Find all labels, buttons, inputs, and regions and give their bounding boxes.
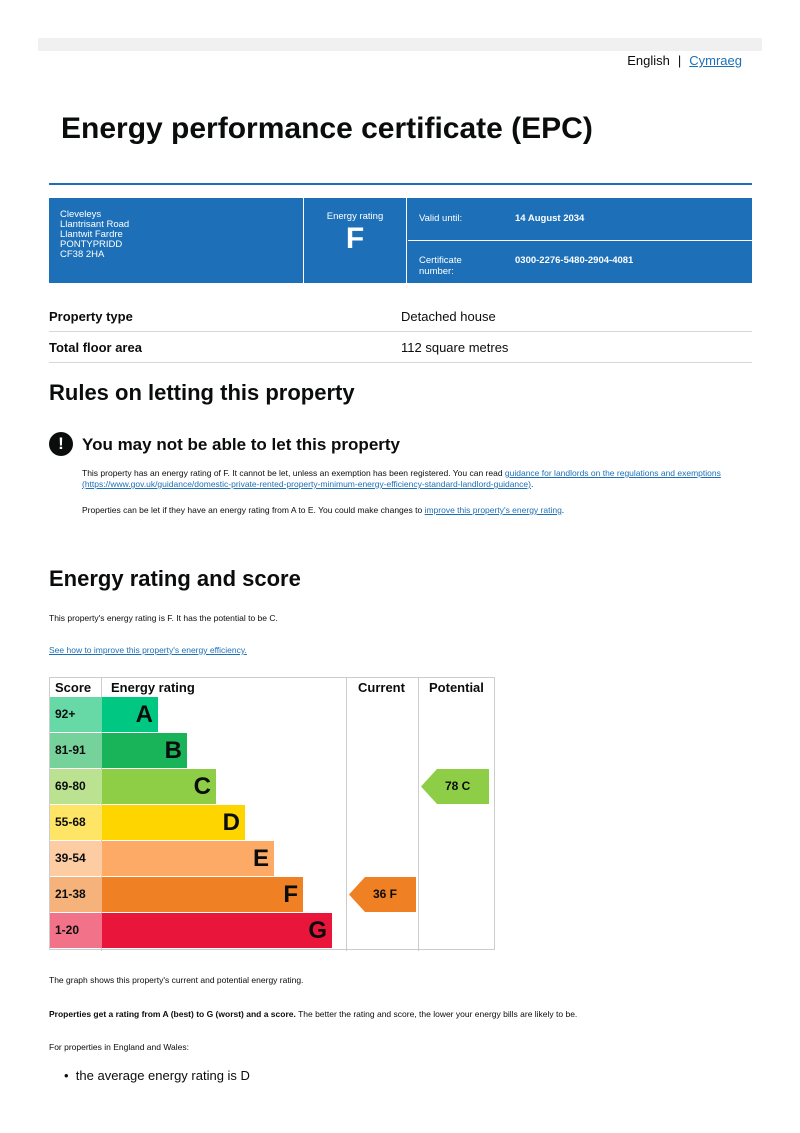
energy-rating-value: F: [345, 222, 365, 255]
text: This property has an energy rating of F.…: [82, 468, 505, 478]
certificate-number-value: 0300-2276-5480-2904-4081: [515, 255, 634, 266]
letting-heading: Rules on letting this property: [49, 380, 355, 405]
address-line: PONTYPRIDD: [60, 239, 123, 250]
address: Cleveleys Llantrisant Road Llantwit Fard…: [60, 210, 129, 260]
energy-rating-cell: Energy rating F: [303, 198, 407, 283]
band-score-E: 39-54: [50, 841, 102, 876]
band-score-F: 21-38: [50, 877, 102, 912]
epc-summary-box: Cleveleys Llantrisant Road Llantwit Fard…: [49, 198, 752, 283]
divider: [418, 678, 419, 951]
top-bar: [38, 38, 762, 51]
warning-icon: !: [49, 432, 73, 456]
divider: [49, 183, 752, 185]
address-line: Llantwit Fardre: [60, 229, 123, 240]
property-key: Property type: [49, 309, 133, 324]
energy-rating-label: Energy rating: [326, 211, 384, 222]
landlord-guidance-link[interactable]: guidance for landlords on the regulation…: [82, 468, 721, 489]
energy-rating-chart: Score Energy rating Current Potential 92…: [49, 677, 495, 951]
property-type-row: Property type Detached house: [49, 301, 752, 332]
valid-until-value: 14 August 2034: [515, 213, 585, 224]
header-current: Current: [358, 680, 405, 695]
improve-rating-link[interactable]: improve this property's energy rating: [424, 505, 562, 515]
header-energy-rating: Energy rating: [111, 680, 195, 695]
certificate-number-label: Certificate number:: [419, 255, 462, 277]
text: Properties can be let if they have an en…: [82, 505, 425, 515]
band-bar-G: G: [102, 913, 332, 948]
current-rating-arrow: 36 F: [349, 877, 416, 912]
property-key: Total floor area: [49, 340, 142, 355]
property-value: 112 square metres: [401, 340, 509, 355]
improve-efficiency-link[interactable]: See how to improve this property's energ…: [49, 645, 247, 655]
page-title: Energy performance certificate (EPC): [61, 112, 593, 145]
valid-until-row: Valid until: 14 August 2034: [408, 198, 752, 241]
text: .: [561, 505, 565, 515]
band-score-C: 69-80: [50, 769, 102, 804]
separator: |: [677, 53, 682, 68]
warning-title: You may not be able to let this property: [82, 435, 401, 454]
band-bar-C: C: [102, 769, 216, 804]
graph-caption: The graph shows this property's current …: [49, 975, 304, 985]
band-score-B: 81-91: [50, 733, 102, 768]
band-bar-B: B: [102, 733, 187, 768]
band-bar-E: E: [102, 841, 274, 876]
band-bar-D: D: [102, 805, 245, 840]
rating-explanation: Properties get a rating from A (best) to…: [49, 1009, 577, 1020]
band-score-D: 55-68: [50, 805, 102, 840]
score-heading: Energy rating and score: [49, 566, 301, 591]
address-line: Cleveleys: [60, 209, 102, 220]
valid-until-label: Valid until:: [419, 213, 463, 224]
header-potential: Potential: [429, 680, 484, 695]
band-score-A: 92+: [50, 697, 102, 732]
bold-text: Properties get a rating from A (best) to…: [49, 1009, 296, 1019]
language-switcher: English | Cymraeg: [627, 53, 742, 68]
letting-paragraph: This property has an energy rating of F.…: [82, 468, 747, 490]
header-score: Score: [55, 680, 92, 695]
band-bar-A: A: [102, 697, 158, 732]
lang-welsh-link[interactable]: Cymraeg: [689, 53, 742, 68]
floor-area-row: Total floor area 112 square metres: [49, 332, 752, 363]
band-score-G: 1-20: [50, 913, 102, 948]
letting-paragraph-2: Properties can be let if they have an en…: [82, 505, 747, 516]
band-bar-F: F: [102, 877, 303, 912]
text: The better the rating and score, the low…: [295, 1009, 578, 1019]
score-text: This property's energy rating is F. It h…: [49, 613, 278, 623]
address-line: CF38 2HA: [60, 249, 105, 260]
region-text: For properties in England and Wales:: [49, 1042, 190, 1052]
text: .: [530, 479, 534, 489]
certificate-number-row: Certificate number: 0300-2276-5480-2904-…: [408, 241, 752, 283]
bullet-text: the average energy rating is D: [75, 1068, 250, 1083]
property-value: Detached house: [401, 309, 496, 324]
potential-rating-arrow: 78 C: [421, 769, 489, 804]
address-line: Llantrisant Road: [60, 219, 130, 230]
average-rating-bullet: • the average energy rating is D: [64, 1068, 250, 1083]
divider: [346, 678, 347, 951]
lang-english: English: [627, 53, 670, 68]
